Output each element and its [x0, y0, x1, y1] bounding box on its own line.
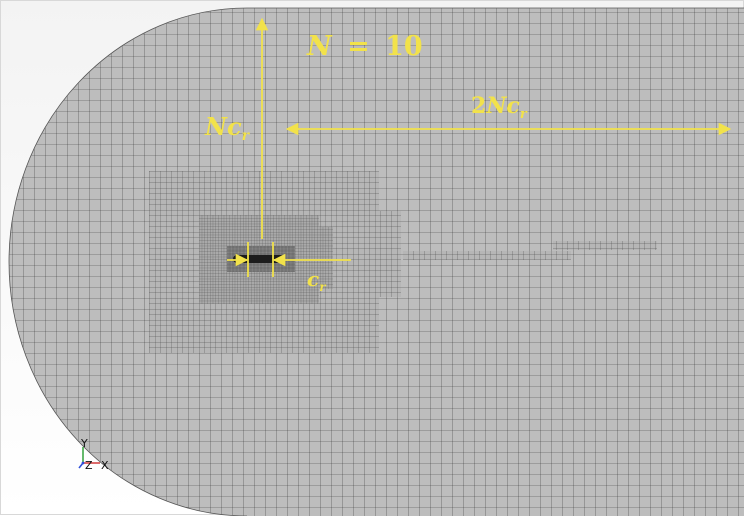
- x-axis-label: X: [101, 459, 109, 472]
- downstream-length-label: 2Ncr: [471, 93, 528, 122]
- axes-origin: [81, 461, 85, 465]
- axes-triad[interactable]: Y Z X: [78, 437, 109, 472]
- z-axis-label: Z: [85, 459, 93, 472]
- airfoil-body: [233, 255, 285, 263]
- domain-outline: [8, 7, 744, 516]
- upstream-length-label: Ncr: [204, 112, 251, 144]
- chord-label: cr: [307, 267, 327, 294]
- wake-refinement-strip: [403, 251, 571, 260]
- wake-refinement-strip-far: [553, 241, 657, 250]
- n-equation-label: N = 10: [306, 31, 423, 62]
- y-axis-label: Y: [80, 437, 88, 450]
